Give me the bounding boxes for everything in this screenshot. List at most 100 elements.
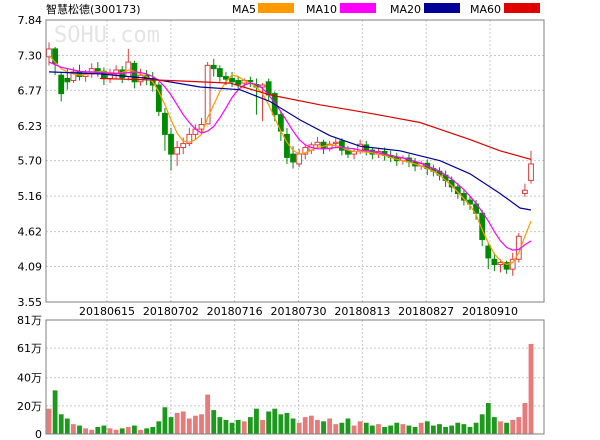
volume-bar	[455, 422, 461, 434]
legend-swatch	[258, 3, 294, 13]
candle-body	[332, 141, 339, 145]
volume-bar	[339, 422, 345, 434]
candle-body	[338, 140, 345, 151]
date-tick-label: 20180615	[79, 305, 135, 318]
ma20-line	[48, 71, 532, 211]
grid	[46, 20, 544, 434]
volume-bar	[156, 421, 162, 434]
candle-body	[259, 84, 266, 88]
volume-bar	[58, 414, 64, 434]
volume-tick-label: 0	[35, 428, 42, 440]
volume-bar	[89, 429, 95, 434]
volume-bar	[418, 422, 424, 434]
volume-bar	[333, 424, 339, 434]
axes: 7.84 7.30 6.77 6.23 5.70 5.16 4.62 4.09 3.55 2018…	[17, 14, 545, 440]
volume-bar	[302, 417, 308, 434]
volume-bar	[162, 407, 168, 434]
legend-swatch	[340, 3, 376, 13]
volume-bar	[199, 414, 204, 434]
date-tick-label: 20180716	[207, 305, 263, 318]
volume-bar	[180, 411, 186, 434]
volume-bar	[247, 417, 253, 434]
volume-bar	[290, 418, 296, 434]
candle-body	[137, 74, 144, 83]
volume-bar	[357, 421, 363, 434]
volume-bar	[376, 424, 381, 434]
chart-header: 智慧松德(300173) MA5 MA10 MA20 MA60	[46, 2, 540, 16]
candle-body	[223, 76, 229, 80]
volume-bar	[363, 422, 369, 434]
candle-body	[528, 163, 534, 181]
volume-bar	[504, 422, 509, 434]
volume-bar	[394, 422, 400, 434]
price-tick-label: 4.09	[18, 261, 43, 274]
candle-body	[290, 153, 296, 163]
volume-bar	[64, 418, 70, 434]
volume-bar	[52, 390, 58, 434]
candle-body	[216, 68, 223, 78]
date-tick-label: 20180910	[462, 305, 518, 318]
candle-body	[314, 141, 321, 146]
volume-panel	[46, 343, 534, 434]
candle-body	[168, 133, 174, 155]
date-tick-label: 20180813	[334, 305, 390, 318]
candle-body	[363, 144, 370, 152]
volume-bar	[174, 412, 180, 434]
candle-body	[70, 71, 77, 81]
volume-bar	[522, 403, 528, 434]
candle-body	[521, 189, 528, 195]
volume-bar	[406, 425, 412, 434]
price-tick-label: 6.23	[18, 120, 43, 133]
candle-body	[94, 68, 101, 72]
candle-body	[479, 212, 486, 241]
volume-bar	[125, 426, 131, 434]
volume-bar	[229, 422, 235, 434]
volume-bar	[308, 415, 314, 434]
volume-bar	[95, 426, 101, 434]
legend-label: MA5	[232, 3, 256, 16]
volume-bar	[211, 410, 217, 434]
price-tick-label: 5.70	[18, 155, 43, 168]
volume-bar	[461, 424, 467, 434]
candle-body	[64, 78, 71, 83]
candle-body	[125, 61, 132, 78]
candle-body	[58, 74, 65, 95]
price-tick-label: 7.84	[18, 14, 43, 27]
volume-bar	[382, 426, 387, 434]
volume-bar	[412, 426, 418, 434]
legend-swatch	[504, 3, 540, 13]
candle-body	[186, 133, 193, 145]
volume-bar	[235, 419, 241, 434]
volume-bar	[278, 414, 284, 434]
legend-label: MA10	[306, 3, 337, 16]
price-tick-label: 4.62	[18, 226, 43, 239]
volume-bar	[296, 422, 302, 434]
volume-frame	[45, 319, 545, 435]
date-tick-label: 20180827	[398, 305, 454, 318]
candle-body	[284, 133, 290, 158]
volume-bar	[71, 424, 76, 434]
watermark-text: SOHU.com	[54, 23, 160, 48]
ma5-line	[48, 55, 532, 266]
volume-bar	[424, 421, 430, 434]
price-frame	[45, 19, 545, 303]
volume-bar	[168, 417, 174, 434]
candle-body	[296, 153, 303, 165]
volume-bar	[77, 425, 82, 434]
candle-body	[509, 258, 516, 270]
volume-bar	[473, 422, 479, 434]
ma10-line	[48, 61, 532, 251]
volume-bar	[241, 421, 247, 434]
candle-body	[503, 262, 510, 270]
volume-bar	[266, 411, 272, 434]
price-tick-label: 3.55	[18, 296, 43, 309]
candle-body	[229, 78, 235, 83]
stock-title: 智慧松德(300173)	[46, 2, 141, 16]
volume-bar	[479, 414, 485, 434]
volume-bar	[528, 343, 534, 434]
volume-bar	[437, 424, 442, 434]
volume-bar	[491, 417, 497, 434]
price-tick-label: 6.77	[18, 84, 43, 97]
volume-bar	[516, 417, 522, 434]
